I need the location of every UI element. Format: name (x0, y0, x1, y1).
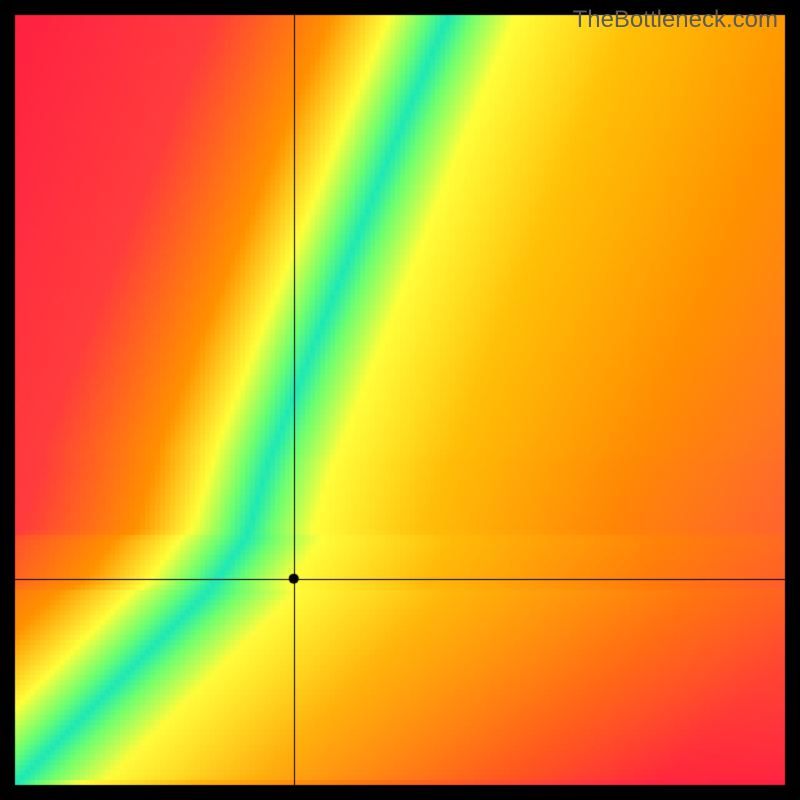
bottleneck-heatmap (0, 0, 800, 800)
watermark-text: TheBottleneck.com (573, 6, 778, 34)
